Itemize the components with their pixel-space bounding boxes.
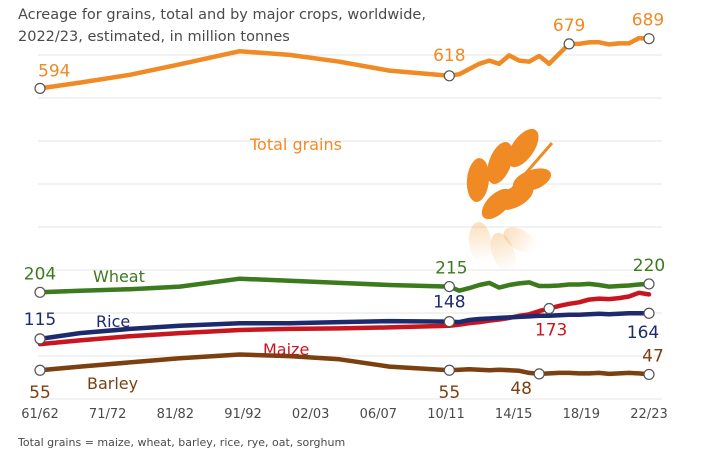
data-label: 55	[29, 383, 51, 403]
data-point-marker	[34, 82, 46, 94]
data-label: 215	[435, 259, 467, 279]
gridlines	[38, 54, 662, 400]
data-label: 594	[38, 61, 70, 81]
series-label: Barley	[87, 374, 138, 393]
wheat-icon	[466, 128, 554, 272]
x-tick-label: 02/03	[292, 407, 329, 422]
data-point-marker	[443, 316, 455, 328]
title-line-2: 2022/23, estimated, in million tonnes	[18, 29, 290, 45]
x-tick-label: 61/62	[21, 407, 58, 422]
x-tick-label: 71/72	[89, 407, 126, 422]
x-tick-label: 22/23	[630, 407, 667, 422]
data-labels: 594 618 679 689 204 215 220 115 148 164 173 55 55 48 4…	[24, 11, 665, 404]
series-line-barley	[37, 352, 652, 377]
data-point-marker	[563, 38, 575, 50]
series-lines	[37, 35, 652, 377]
x-tick-label: 10/11	[427, 407, 464, 422]
series-label: Total grains	[249, 135, 342, 154]
data-point-marker	[34, 333, 46, 345]
title-line-1: Acreage for grains, total and by major c…	[18, 7, 426, 23]
series-label: Maize	[263, 340, 309, 359]
data-label: 148	[433, 293, 465, 313]
data-label: 689	[632, 11, 664, 31]
data-label: 55	[439, 383, 461, 403]
x-tick-label: 91/92	[224, 407, 261, 422]
data-label: 115	[24, 310, 56, 330]
series-label: Wheat	[93, 267, 145, 286]
x-tick-label: 81/82	[157, 407, 194, 422]
series-label: Rice	[96, 312, 130, 331]
series-line-total-grains	[37, 35, 652, 91]
data-point-marker	[443, 280, 455, 293]
data-label: 679	[553, 16, 585, 36]
data-point-marker	[643, 368, 655, 381]
x-axis-ticks: 61/62 71/72 81/82 91/92 02/03 06/07 10/11 14/15…	[21, 407, 667, 422]
data-label: 618	[433, 46, 465, 66]
x-tick-label: 18/19	[563, 407, 600, 422]
data-point-marker	[34, 364, 46, 376]
data-label: 173	[535, 321, 567, 341]
data-point-marker	[543, 302, 555, 315]
data-label: 47	[642, 346, 664, 366]
x-tick-label: 06/07	[360, 407, 397, 422]
data-point-marker	[643, 278, 655, 290]
series-line-wheat	[37, 276, 652, 295]
data-point-marker	[533, 368, 545, 380]
data-point-marker	[443, 70, 455, 82]
footnote: Total grains = maize, wheat, barley, ric…	[18, 436, 346, 449]
data-point-marker	[643, 33, 655, 45]
data-point-marker	[643, 307, 655, 319]
data-label: 220	[633, 256, 665, 276]
series-line-rice	[37, 310, 652, 342]
chart-title: Acreage for grains, total and by major c…	[18, 4, 618, 48]
data-label: 204	[24, 264, 56, 284]
data-point-marker	[443, 364, 455, 376]
data-label: 48	[510, 379, 532, 399]
data-point-marker	[34, 286, 46, 298]
data-label: 164	[627, 323, 659, 343]
x-tick-label: 14/15	[495, 407, 532, 422]
